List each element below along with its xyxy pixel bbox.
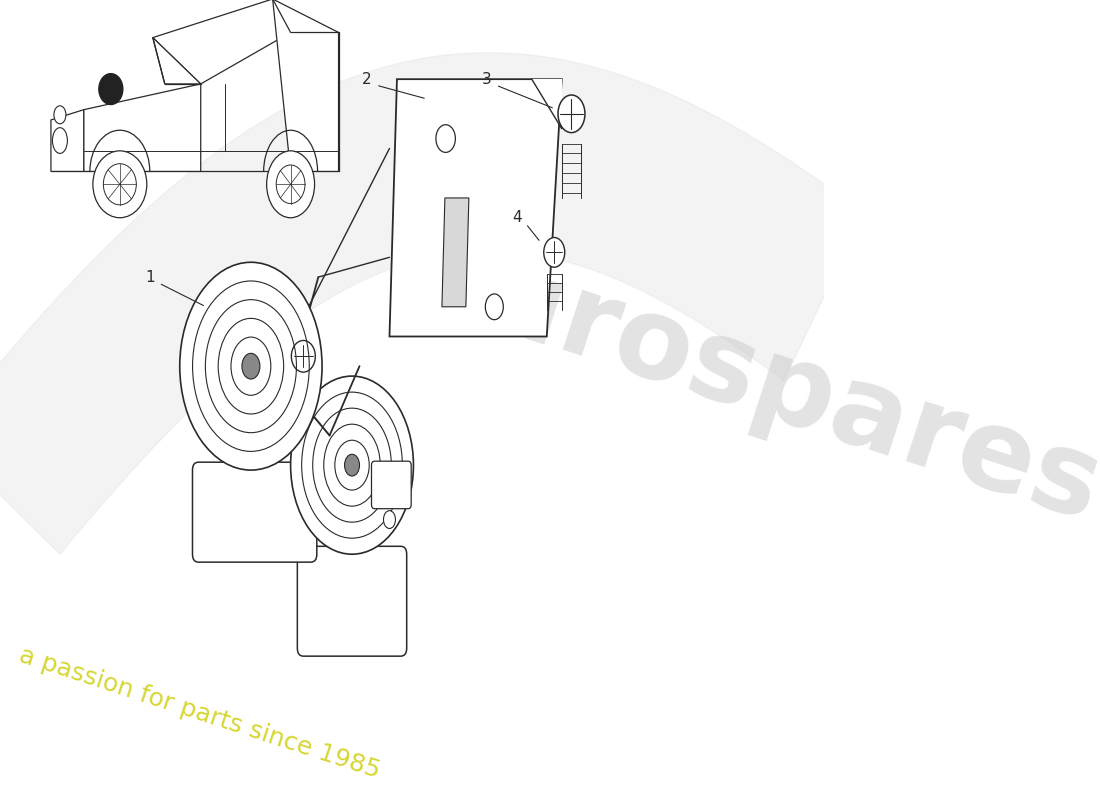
Polygon shape	[153, 0, 290, 84]
FancyBboxPatch shape	[192, 462, 317, 562]
Text: 2: 2	[362, 72, 372, 86]
Text: 4: 4	[512, 210, 521, 226]
Ellipse shape	[292, 341, 316, 372]
Ellipse shape	[99, 74, 123, 105]
Polygon shape	[273, 0, 339, 171]
Polygon shape	[0, 53, 864, 554]
FancyBboxPatch shape	[297, 546, 407, 656]
Polygon shape	[531, 79, 562, 129]
Ellipse shape	[53, 128, 67, 154]
Polygon shape	[153, 38, 200, 84]
Ellipse shape	[54, 106, 66, 124]
Text: eurospares: eurospares	[396, 216, 1100, 544]
Polygon shape	[51, 110, 84, 171]
Ellipse shape	[384, 510, 396, 529]
Polygon shape	[389, 79, 562, 337]
Ellipse shape	[242, 354, 260, 379]
Text: 1: 1	[145, 270, 155, 285]
Polygon shape	[442, 198, 469, 307]
Ellipse shape	[103, 164, 136, 205]
Ellipse shape	[276, 165, 305, 203]
Text: 3: 3	[482, 72, 492, 86]
Polygon shape	[84, 84, 200, 171]
Ellipse shape	[290, 376, 414, 554]
Ellipse shape	[266, 151, 315, 218]
Ellipse shape	[485, 294, 504, 320]
Text: a passion for parts since 1985: a passion for parts since 1985	[16, 642, 384, 782]
Ellipse shape	[543, 238, 564, 267]
Ellipse shape	[344, 454, 360, 476]
Ellipse shape	[558, 95, 585, 133]
Ellipse shape	[92, 151, 146, 218]
Ellipse shape	[436, 125, 455, 153]
FancyBboxPatch shape	[372, 461, 411, 509]
Ellipse shape	[179, 262, 322, 470]
